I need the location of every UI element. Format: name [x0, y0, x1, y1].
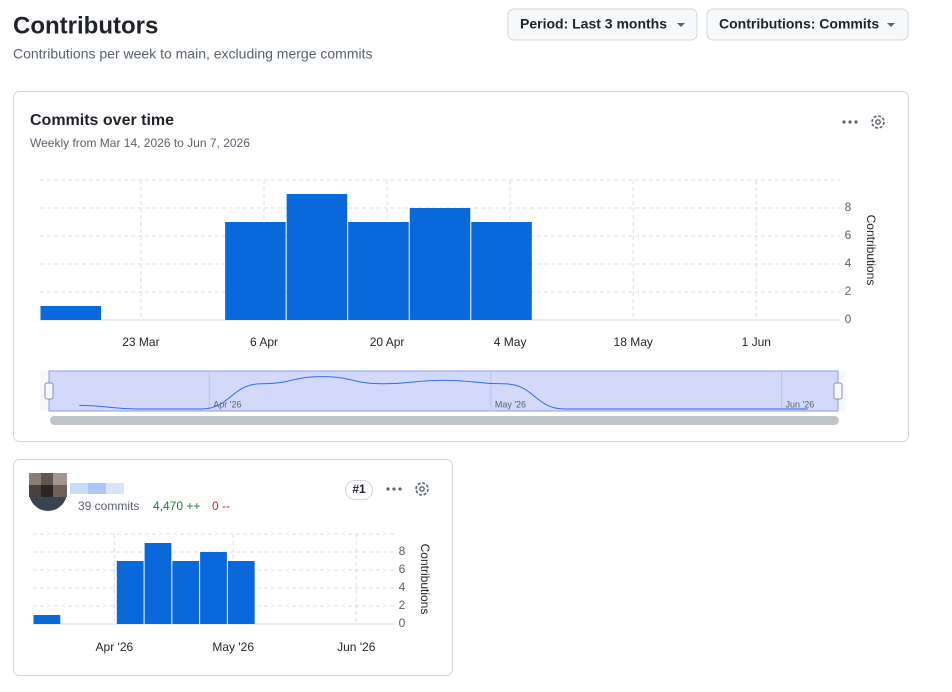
bar — [227, 561, 255, 624]
caret — [677, 23, 685, 27]
y-axis-label: Contributions — [418, 544, 432, 615]
chart-card — [13, 91, 909, 442]
y-tick-label: 6 — [845, 228, 852, 242]
x-tick-label: 4 May — [494, 335, 527, 349]
bar — [144, 543, 172, 624]
chart-subtitle: Weekly from Mar 14, 2026 to Jun 7, 2026 — [30, 136, 250, 150]
deletions: 0 -- — [212, 499, 230, 513]
button-label: Period: Last 3 months — [520, 16, 667, 32]
contributor-card — [13, 459, 453, 676]
x-tick-label: 1 Jun — [742, 335, 771, 349]
x-tick-label: 18 May — [614, 335, 653, 349]
bar — [200, 552, 227, 624]
bar — [409, 208, 471, 320]
additions: 4,470 ++ — [153, 499, 200, 513]
bar — [471, 222, 532, 320]
bar — [172, 561, 200, 624]
x-tick-label: Jun '26 — [337, 640, 376, 654]
y-tick-label: 8 — [845, 200, 852, 214]
navigator-line — [79, 376, 808, 410]
bar — [348, 222, 409, 320]
settings-icon[interactable] — [415, 482, 429, 496]
page-subtitle: Contributions per week to main, excludin… — [13, 46, 373, 62]
button-bg — [507, 8, 698, 41]
x-tick-label: May '26 — [212, 640, 254, 654]
more-menu[interactable] — [386, 487, 402, 491]
y-tick-label: 2 — [399, 598, 406, 612]
x-tick-label: Apr '26 — [96, 640, 134, 654]
period-button[interactable]: Period: Last 3 months — [507, 8, 698, 41]
y-tick-label: 6 — [399, 562, 406, 576]
more-menu[interactable] — [842, 120, 858, 124]
navigator-label: Apr '26 — [213, 399, 241, 409]
avatar — [29, 473, 67, 511]
bar — [116, 561, 144, 624]
y-tick-label: 4 — [845, 256, 852, 270]
x-tick-label: 6 Apr — [250, 335, 278, 349]
bar — [33, 615, 61, 624]
y-tick-label: 8 — [399, 544, 406, 558]
button-label: Contributions: Commits — [719, 16, 879, 32]
navigator-label: Jun '26 — [786, 399, 815, 409]
bar — [286, 194, 348, 320]
page-title: Contributors — [13, 12, 158, 39]
navigator-label: May '26 — [495, 399, 526, 409]
navigator-handle[interactable] — [44, 382, 54, 400]
scrollbar[interactable] — [50, 416, 839, 425]
bar — [225, 222, 286, 320]
y-tick-label: 0 — [399, 616, 406, 630]
settings-icon[interactable] — [871, 115, 885, 129]
bar — [40, 306, 102, 320]
y-axis-label: Contributions — [864, 215, 878, 286]
y-tick-label: 0 — [845, 312, 852, 326]
y-tick-label: 2 — [845, 284, 852, 298]
rank-badge — [345, 480, 373, 500]
navigator-handle[interactable] — [833, 382, 843, 400]
button-bg — [706, 8, 909, 41]
y-tick-label: 4 — [399, 580, 406, 594]
x-tick-label: 20 Apr — [370, 335, 405, 349]
contributions-button[interactable]: Contributions: Commits — [706, 8, 909, 41]
chart-title: Commits over time — [30, 112, 174, 129]
username-redacted — [70, 483, 124, 494]
navigator-window — [48, 370, 839, 412]
rank: #1 — [352, 482, 366, 496]
caret — [887, 23, 895, 27]
x-tick-label: 23 Mar — [122, 335, 159, 349]
commit-count: 39 commits — [78, 499, 139, 513]
